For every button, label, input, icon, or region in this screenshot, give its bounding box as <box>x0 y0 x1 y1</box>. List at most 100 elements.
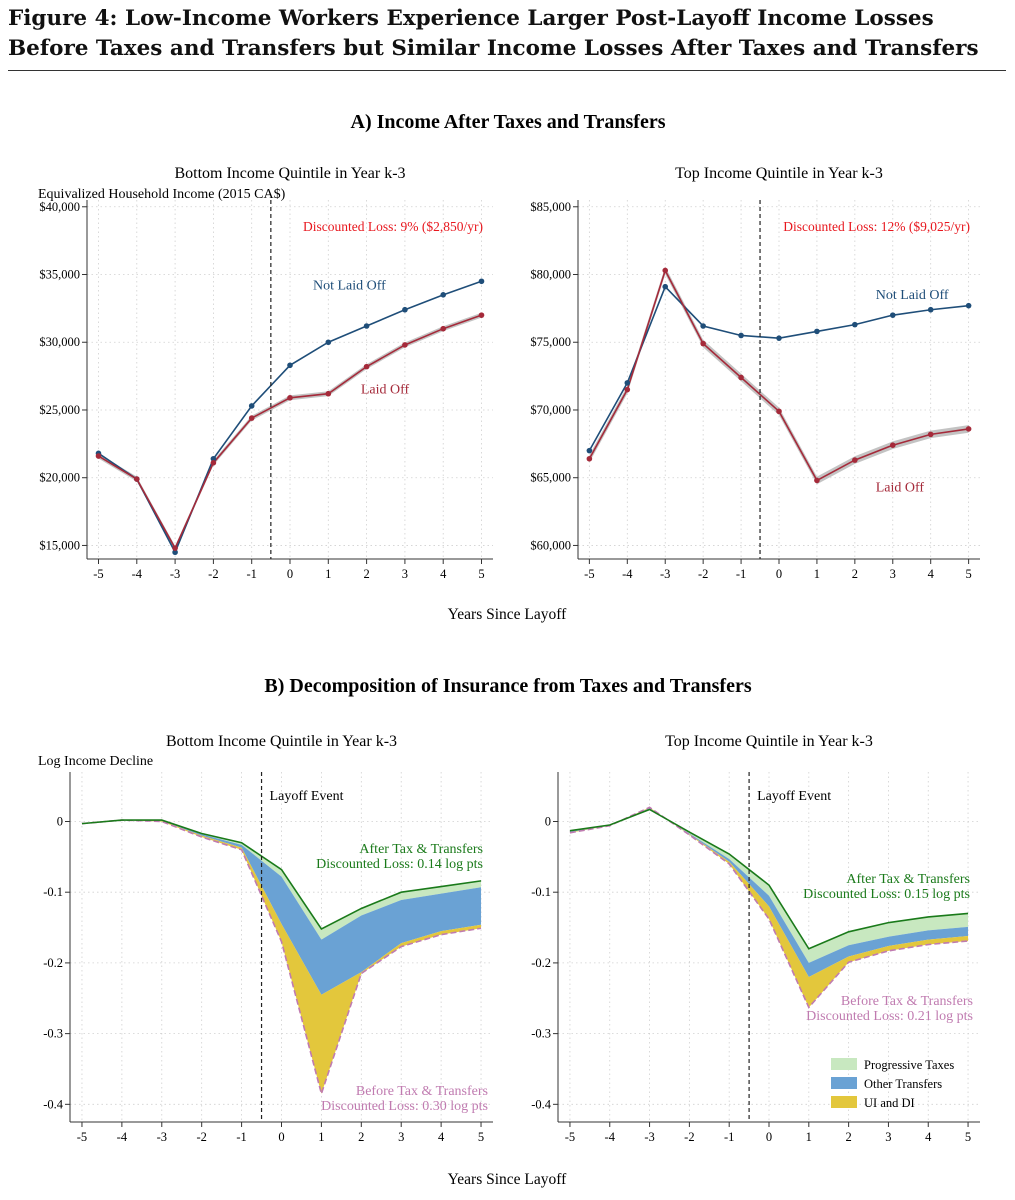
y-tick-label: -0.4 <box>43 1097 64 1111</box>
x-tick-label: 5 <box>478 567 484 581</box>
x-tick-label: 2 <box>852 567 858 581</box>
not-laid-off-point <box>852 321 858 328</box>
laid-off-point <box>586 455 593 462</box>
not-laid-off-label: Not Laid Off <box>313 278 386 293</box>
x-tick-label: 3 <box>890 567 896 581</box>
panel-b-xlabel: Years Since Layoff <box>448 1171 568 1188</box>
not-laid-off-point <box>776 335 782 341</box>
x-tick-label: -3 <box>644 1130 654 1144</box>
x-tick-label: -5 <box>565 1130 575 1144</box>
laid-off-point <box>402 342 408 348</box>
not-laid-off-point <box>700 323 706 329</box>
before-tax-line <box>81 819 482 1097</box>
charts-root: Bottom Income Quintile in Year k-3 Equiva… <box>38 165 980 1144</box>
discounted-loss-annotation: Discounted Loss: 9% ($2,850/yr) <box>303 219 483 234</box>
subplot-title: Top Income Quintile in Year k-3 <box>665 733 873 750</box>
laid-off-point <box>624 386 631 393</box>
laid-off-point <box>662 267 669 274</box>
y-tick-label: $70,000 <box>530 403 571 417</box>
panel-a-xlabel: Years Since Layoff <box>448 606 568 623</box>
y-tick-label: $35,000 <box>39 268 80 282</box>
not-laid-off-point <box>889 312 896 318</box>
laid-off-label: Laid Off <box>361 383 410 398</box>
laid-off-point <box>287 394 293 401</box>
y-axis-title: Equivalized Household Income (2015 CA$) <box>38 187 286 202</box>
x-tick-label: 3 <box>398 1130 404 1144</box>
laid-off-point <box>440 325 447 332</box>
laid-off-point <box>172 545 178 551</box>
after-tax-title: After Tax & Transfers <box>359 842 483 857</box>
laid-off-point <box>478 312 485 318</box>
x-tick-label: -1 <box>736 567 746 581</box>
laid-off-point <box>700 340 706 347</box>
x-tick-label: -2 <box>208 567 218 581</box>
y-axis-title: Log Income Decline <box>38 754 153 769</box>
laid-off-point <box>248 415 255 421</box>
y-tick-label: -0.2 <box>531 956 551 970</box>
laid-off-point <box>776 408 782 415</box>
laid-off-point <box>889 442 896 449</box>
y-tick-label: $30,000 <box>39 335 80 349</box>
x-tick-label: 4 <box>440 567 447 581</box>
x-tick-label: 1 <box>806 1130 812 1144</box>
not-laid-off-point <box>927 306 934 313</box>
x-tick-label: 0 <box>776 567 782 581</box>
discounted-loss-annotation: Discounted Loss: 12% ($9,025/yr) <box>783 219 970 234</box>
before-tax-loss: Discounted Loss: 0.21 log pts <box>806 1009 973 1024</box>
x-tick-label: -5 <box>584 567 594 581</box>
not-laid-off-point <box>440 292 447 298</box>
x-tick-label: 3 <box>885 1130 891 1144</box>
ui-di-area <box>569 807 969 1008</box>
laid-off-point <box>325 390 332 397</box>
layoff-event-label: Layoff Event <box>270 789 344 804</box>
laid-off-point <box>738 374 744 381</box>
x-tick-label: -2 <box>196 1130 206 1144</box>
laid-off-line <box>98 314 482 550</box>
y-tick-label: 0 <box>57 814 63 828</box>
before-tax-title: Before Tax & Transfers <box>356 1084 488 1099</box>
x-tick-label: 5 <box>965 1130 971 1144</box>
x-tick-label: 1 <box>814 567 820 581</box>
not-laid-off-point <box>965 302 972 309</box>
x-tick-label: -1 <box>724 1130 734 1144</box>
x-tick-label: -4 <box>117 1130 128 1144</box>
not-laid-off-point <box>210 455 217 462</box>
x-tick-label: 4 <box>438 1130 445 1144</box>
y-tick-label: -0.1 <box>43 885 63 899</box>
after-tax-line <box>81 819 482 931</box>
chart-b-left: Bottom Income Quintile in Year k-3 Log In… <box>38 733 493 1144</box>
legend-swatch <box>831 1077 857 1089</box>
not-laid-off-point <box>172 549 178 556</box>
legend-label: UI and DI <box>864 1096 915 1110</box>
x-tick-label: -5 <box>77 1130 87 1144</box>
not-laid-off-point <box>325 339 332 346</box>
legend-label: Other Transfers <box>864 1077 942 1091</box>
y-tick-label: $25,000 <box>39 403 80 417</box>
y-tick-label: $40,000 <box>39 200 80 214</box>
title-rule <box>8 70 1006 71</box>
y-tick-label: $60,000 <box>530 538 571 552</box>
y-tick-label: $85,000 <box>530 200 571 214</box>
x-tick-label: -5 <box>93 567 103 581</box>
before-tax-line <box>569 806 969 1009</box>
not-laid-off-point <box>248 403 255 409</box>
before-tax-loss: Discounted Loss: 0.30 log pts <box>321 1099 488 1114</box>
x-tick-label: 0 <box>287 567 293 581</box>
other-transfers-area <box>81 820 482 995</box>
x-tick-label: -3 <box>170 567 180 581</box>
y-tick-label: -0.3 <box>43 1027 63 1041</box>
laid-off-point <box>363 363 370 370</box>
chart-a-right: Top Income Quintile in Year k-3 $60,000 $6… <box>530 165 980 581</box>
subplot-title: Top Income Quintile in Year k-3 <box>675 165 883 182</box>
x-tick-label: -3 <box>660 567 670 581</box>
x-tick-label: 1 <box>325 567 331 581</box>
not-laid-off-point <box>624 380 631 386</box>
legend-label: Progressive Taxes <box>864 1058 954 1072</box>
x-tick-label: 5 <box>965 567 971 581</box>
x-tick-label: -4 <box>132 567 143 581</box>
chart-a-left: Bottom Income Quintile in Year k-3 Equiva… <box>38 165 493 581</box>
chart-b-right: Top Income Quintile in Year k-3 0 -0.1 -0.2… <box>531 733 980 1144</box>
x-tick-label: -2 <box>684 1130 694 1144</box>
y-tick-label: $15,000 <box>39 538 80 552</box>
